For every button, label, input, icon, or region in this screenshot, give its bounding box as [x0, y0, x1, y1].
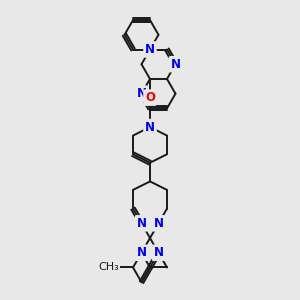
Text: N: N	[136, 87, 146, 100]
Text: N: N	[154, 217, 164, 230]
Text: O: O	[145, 91, 155, 104]
Text: N: N	[136, 217, 146, 230]
Text: CH₃: CH₃	[98, 262, 119, 272]
Text: N: N	[145, 43, 155, 56]
Text: N: N	[154, 246, 164, 259]
Text: N: N	[170, 58, 181, 71]
Text: N: N	[145, 121, 155, 134]
Text: N: N	[136, 246, 146, 259]
